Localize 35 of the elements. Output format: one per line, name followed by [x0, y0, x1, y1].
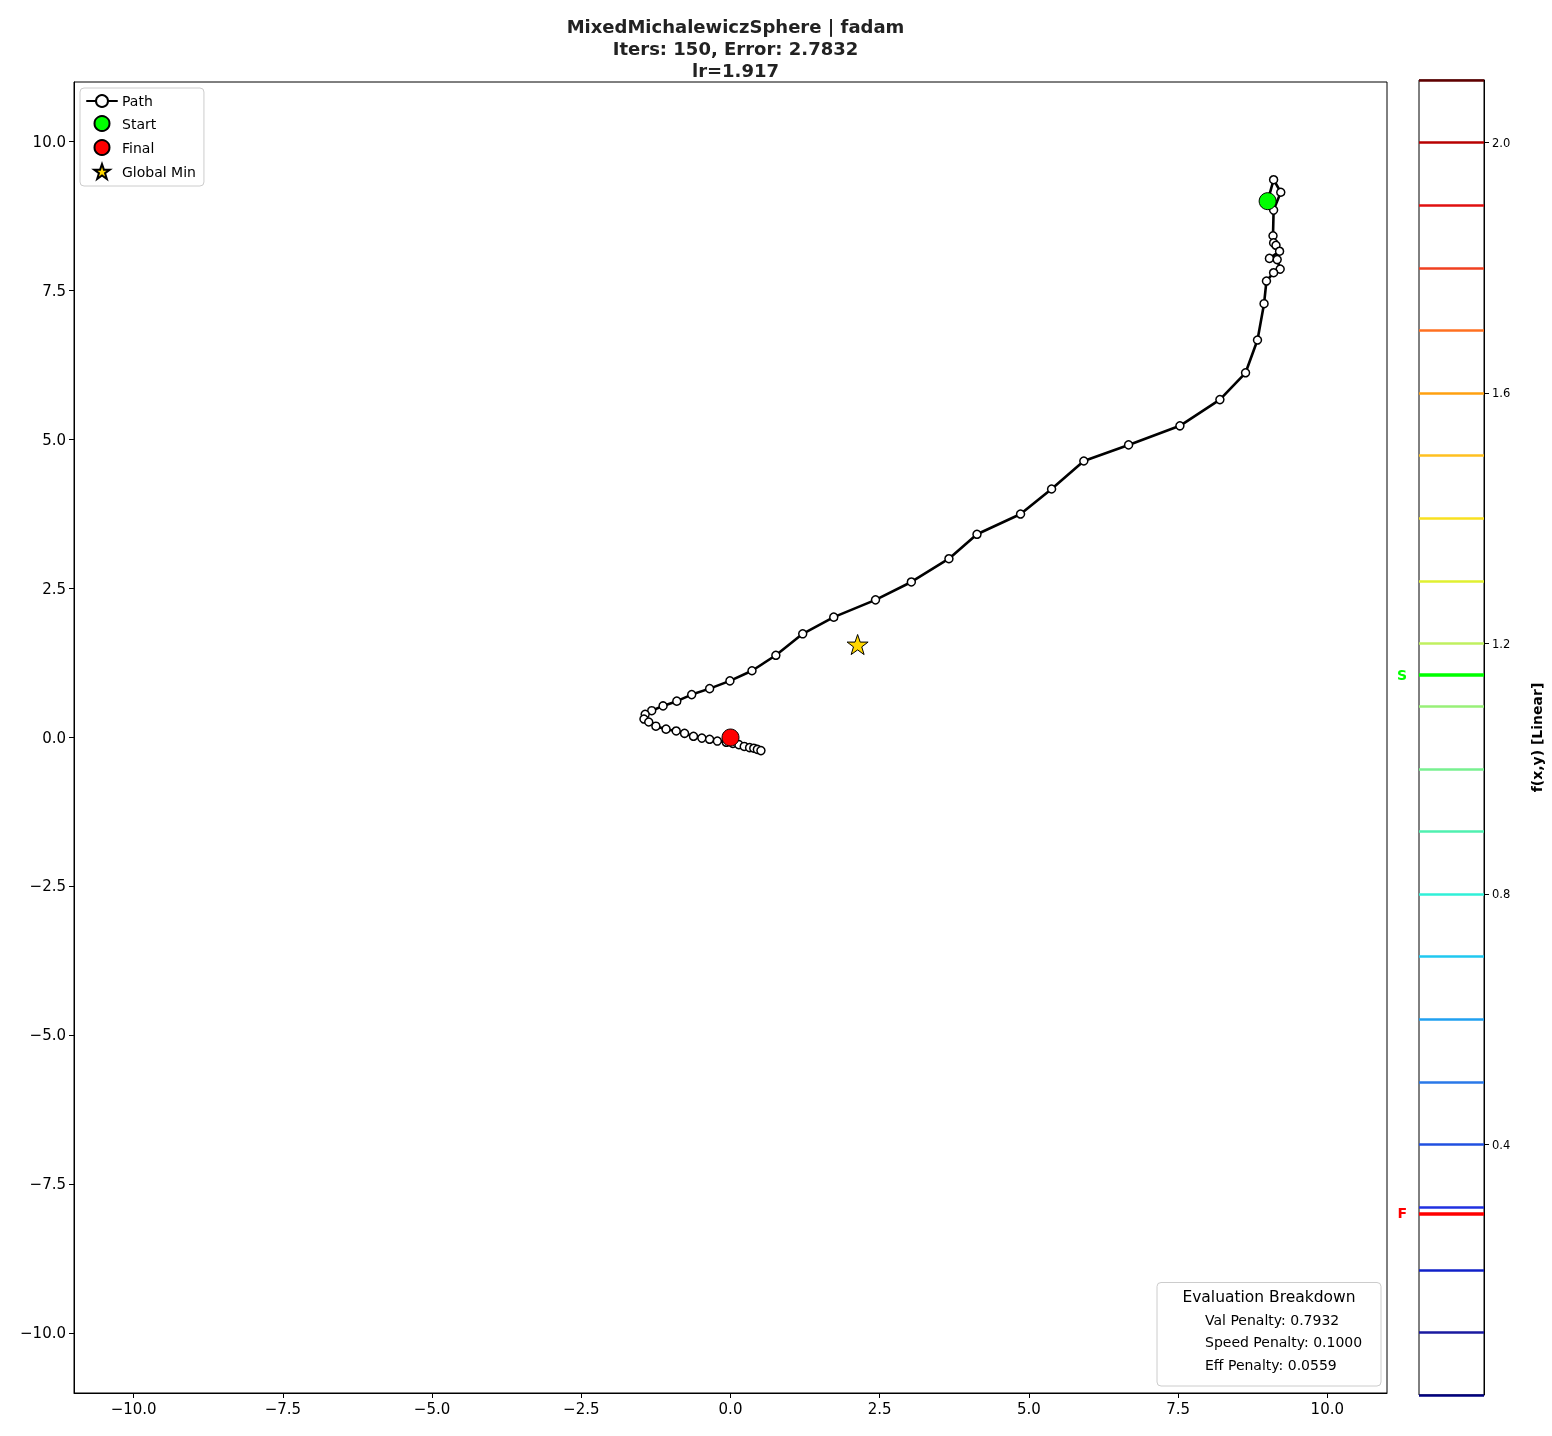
legend-label: Global Min — [122, 163, 196, 180]
x-tick-label: −7.5 — [264, 1399, 302, 1418]
x-tick-label: 5.0 — [1016, 1399, 1041, 1418]
chart-title: MixedMichalewiczSphere | fadam Iters: 150, Error: 2.7832 lr=1.917 — [566, 15, 905, 81]
y-tick-label: −10.0 — [20, 1324, 66, 1343]
x-tick-label: 0.0 — [718, 1399, 743, 1418]
y-tick-label: −2.5 — [29, 877, 66, 896]
x-tick-label: 7.5 — [1166, 1399, 1191, 1418]
y-tick-label: 0.8 — [1492, 887, 1511, 902]
ref-line-label: F — [1397, 1205, 1407, 1222]
annotation: Speed Penalty: 0.1000 — [1205, 1334, 1363, 1350]
y-tick-label: 0.0 — [42, 728, 66, 747]
annotation: Val Penalty: 0.7932 — [1205, 1311, 1340, 1328]
y-tick-label: 2.0 — [1492, 135, 1511, 150]
y-tick-label: −7.5 — [29, 1175, 66, 1194]
legend-label: Path — [122, 93, 153, 109]
y-axis-title: f(x,y) [Linear] — [1529, 682, 1545, 793]
annotation: Eff Penalty: 0.0559 — [1205, 1356, 1337, 1373]
y-tick-label: 7.5 — [42, 281, 66, 300]
y-tick-label: 1.2 — [1492, 636, 1511, 651]
y-tick-label: 1.6 — [1492, 386, 1511, 401]
annotation: Evaluation Breakdown — [1182, 1287, 1356, 1306]
legend-label: Final — [122, 139, 155, 156]
y-tick-label: 5.0 — [42, 430, 66, 449]
x-tick-label: −2.5 — [563, 1399, 600, 1418]
ref-line-label: S — [1396, 666, 1407, 683]
y-tick-label: −5.0 — [29, 1026, 66, 1045]
y-tick-label: 10.0 — [32, 132, 66, 151]
y-tick-label: 0.4 — [1492, 1137, 1511, 1152]
y-tick-label: 2.5 — [42, 579, 66, 598]
x-tick-label: 2.5 — [867, 1399, 892, 1418]
x-tick-label: −10.0 — [110, 1399, 157, 1418]
x-tick-label: 10.0 — [1310, 1399, 1345, 1418]
legend-label: Start — [122, 115, 157, 132]
x-tick-label: −5.0 — [413, 1399, 451, 1418]
